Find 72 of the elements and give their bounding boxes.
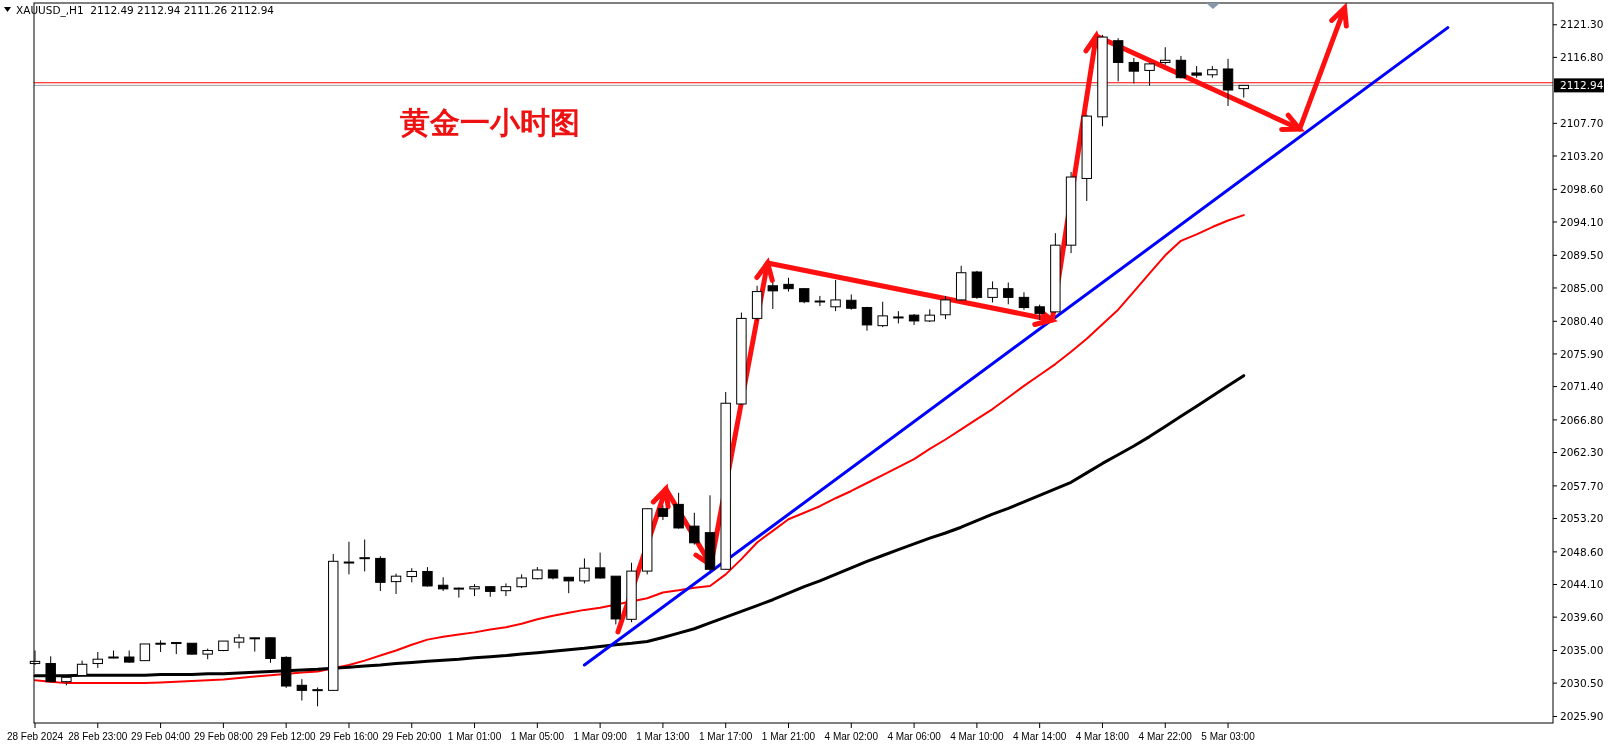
ref-line-label: 2112.94 <box>1560 79 1604 92</box>
y-tick-label: 2075.90 <box>1560 347 1604 360</box>
y-tick-label: 2089.50 <box>1560 249 1604 261</box>
y-tick-label: 2035.00 <box>1560 644 1604 657</box>
y-tick-label: 2107.70 <box>1560 117 1604 130</box>
candlestick <box>375 555 386 592</box>
x-tick-label: 4 Mar 02:00 <box>824 730 879 742</box>
candlestick <box>265 636 276 664</box>
x-tick-label: 29 Feb 16:00 <box>319 730 379 742</box>
x-tick-label: 29 Feb 12:00 <box>256 730 317 742</box>
y-tick-label: 2098.60 <box>1560 183 1604 196</box>
y-tick-label: 2048.60 <box>1560 545 1604 558</box>
y-tick-label: 2053.20 <box>1560 512 1604 525</box>
y-tick-label: 2025.90 <box>1560 710 1604 723</box>
candlestick <box>1128 57 1140 84</box>
x-tick-label: 4 Mar 10:00 <box>950 730 1004 742</box>
candlestick <box>987 280 998 303</box>
x-tick-label: 1 Mar 13:00 <box>636 730 691 742</box>
line-series <box>34 214 1245 685</box>
y-tick-label: 2094.10 <box>1560 215 1604 228</box>
candlestick <box>689 512 700 546</box>
x-tick-label: 4 Mar 18:00 <box>1075 730 1130 742</box>
candlestick <box>249 636 260 653</box>
y-tick-label: 2057.70 <box>1560 479 1604 492</box>
x-tick-label: 1 Mar 09:00 <box>573 730 628 742</box>
x-tick-label: 29 Feb 08:00 <box>193 730 254 742</box>
candlestick <box>233 633 245 649</box>
x-tick-label: 4 Mar 14:00 <box>1012 730 1067 742</box>
candlestick <box>673 492 684 530</box>
candlestick <box>390 573 402 595</box>
x-tick-label: 4 Mar 22:00 <box>1138 730 1193 742</box>
x-tick-label: 29 Feb 04:00 <box>131 730 191 742</box>
x-tick-label: 1 Mar 21:00 <box>761 730 816 742</box>
annotation: XAUUSD_,H1 2112.49 2112.94 2111.26 2112.94 <box>16 3 275 17</box>
x-tick-label: 4 Mar 06:00 <box>887 730 942 742</box>
x-tick-label: 28 Feb 2024 <box>6 730 64 742</box>
y-tick-label: 2044.10 <box>1560 578 1604 591</box>
candlestick <box>296 678 308 702</box>
y-tick-label: 2103.20 <box>1560 149 1604 162</box>
candlestick <box>1222 58 1234 107</box>
y-tick-label: 2116.80 <box>1560 51 1604 64</box>
candlestick <box>830 279 841 312</box>
candlestick <box>814 295 826 307</box>
candlestick <box>1144 62 1155 87</box>
y-tick-label: 2039.60 <box>1560 610 1604 623</box>
y-tick-label: 2121.30 <box>1560 18 1604 31</box>
candlestick <box>767 282 779 310</box>
candlestick <box>579 557 590 584</box>
candlestick <box>343 541 355 575</box>
candlestick <box>500 582 512 597</box>
x-tick-label: 29 Feb 20:00 <box>382 730 442 742</box>
candlestick <box>940 295 951 320</box>
y-tick-label: 2071.40 <box>1560 380 1604 393</box>
candlestick <box>1003 282 1014 305</box>
x-tick-label: 1 Mar 01:00 <box>447 730 502 742</box>
candlestick <box>422 566 433 588</box>
y-tick-label: 2066.80 <box>1560 413 1604 426</box>
candlestick <box>1112 37 1124 82</box>
candlestick <box>594 552 606 580</box>
candlestick <box>877 301 888 328</box>
candlestick <box>359 539 370 572</box>
candlestick <box>437 576 449 592</box>
x-tick-label: 1 Mar 05:00 <box>510 730 565 742</box>
candlestick <box>312 686 323 707</box>
text: 黄金一小时图 <box>400 105 580 139</box>
y-tick-label: 2080.40 <box>1560 314 1604 327</box>
y-tick-label: 2085.00 <box>1560 281 1604 294</box>
y-tick-label: 2062.30 <box>1560 446 1604 459</box>
x-tick-label: 5 Mar 03:00 <box>1201 730 1256 742</box>
x-tick-label: 1 Mar 17:00 <box>699 730 753 742</box>
y-tick-label: 2030.50 <box>1560 676 1604 689</box>
x-tick-label: 28 Feb 23:00 <box>68 730 128 742</box>
